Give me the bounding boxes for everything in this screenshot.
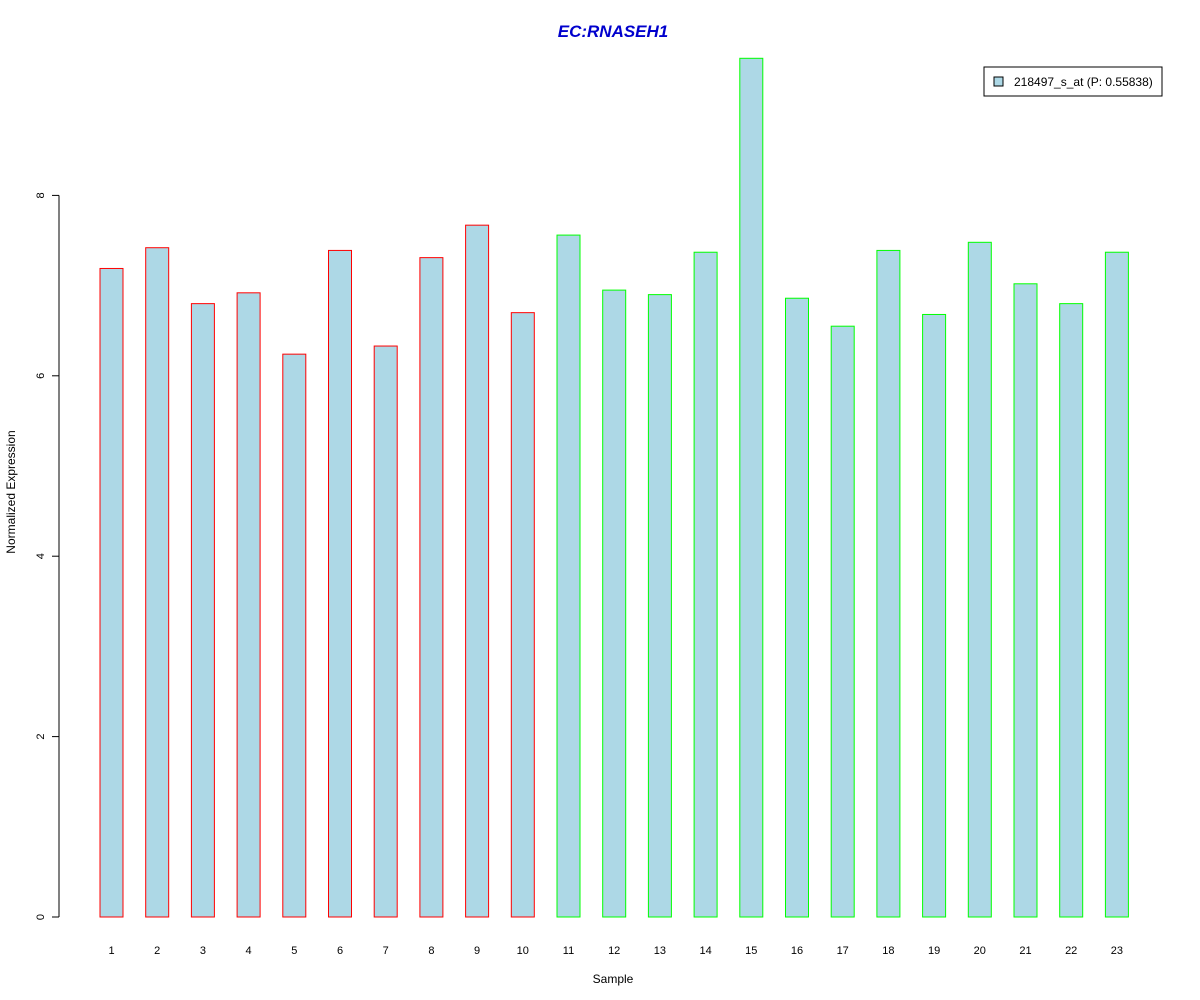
x-tick-label: 17 — [837, 945, 849, 957]
x-tick-label: 2 — [154, 945, 160, 957]
x-tick-label: 14 — [699, 945, 711, 957]
bar — [99, 267, 124, 918]
bar — [465, 224, 490, 918]
x-tick-label: 21 — [1019, 945, 1031, 957]
bar — [739, 57, 764, 918]
x-tick-label: 10 — [517, 945, 529, 957]
x-tick-label: 11 — [563, 945, 574, 957]
x-tick-label: 23 — [1111, 945, 1123, 957]
bar — [510, 312, 535, 918]
bar — [647, 294, 672, 918]
bar — [1013, 283, 1038, 918]
y-axis-title: Normalized Expression — [4, 430, 18, 553]
bar — [602, 289, 627, 918]
x-tick-label: 9 — [474, 945, 480, 957]
y-tick-label: 8 — [35, 192, 47, 198]
x-tick-label: 12 — [608, 945, 620, 957]
bar — [922, 313, 947, 918]
x-tick-label: 8 — [428, 945, 434, 957]
bar — [785, 297, 809, 918]
x-tick-label: 22 — [1065, 945, 1077, 957]
bar — [1059, 303, 1084, 918]
x-axis-title: Sample — [593, 972, 634, 986]
bar — [236, 292, 261, 918]
bar — [830, 325, 855, 918]
bar — [967, 241, 992, 918]
bar — [876, 249, 901, 918]
bar — [1104, 251, 1129, 918]
chart-title: EC:RNASEH1 — [558, 22, 669, 41]
bar — [373, 345, 398, 918]
y-tick-label: 0 — [35, 914, 47, 920]
x-tick-label: 16 — [791, 945, 803, 957]
legend-box — [983, 66, 1163, 97]
bar — [693, 251, 718, 918]
legend-swatch — [993, 76, 1004, 87]
legend: 218497_s_at (P: 0.55838) — [983, 66, 1163, 97]
y-tick-label: 4 — [35, 553, 47, 559]
x-tick-label: 15 — [745, 945, 757, 957]
x-tick-label: 6 — [337, 945, 343, 957]
bars-group — [99, 57, 1129, 918]
x-tick-label: 13 — [654, 945, 666, 957]
legend-label: 218497_s_at (P: 0.55838) — [1014, 75, 1153, 89]
bar — [190, 303, 215, 918]
x-tick-label: 1 — [108, 945, 114, 957]
y-axis: 0 2 4 6 8 — [35, 192, 60, 920]
x-tick-label: 5 — [291, 945, 297, 957]
x-tick-label: 19 — [928, 945, 940, 957]
x-tick-label: 7 — [383, 945, 389, 957]
x-tick-label: 3 — [200, 945, 206, 957]
x-tick-label: 4 — [246, 945, 252, 957]
bar — [282, 353, 307, 918]
y-tick-label: 2 — [35, 734, 47, 740]
x-tick-labels: 1 2 3 4 5 6 7 8 9 10 11 12 13 14 15 16 17 18 19 20 21 22 23 — [108, 945, 1123, 957]
y-tick-label: 6 — [35, 373, 47, 379]
bar — [145, 247, 170, 918]
bar — [556, 234, 581, 918]
bar — [419, 257, 444, 918]
bar — [328, 249, 352, 918]
x-tick-label: 20 — [974, 945, 986, 957]
x-tick-label: 18 — [882, 945, 894, 957]
